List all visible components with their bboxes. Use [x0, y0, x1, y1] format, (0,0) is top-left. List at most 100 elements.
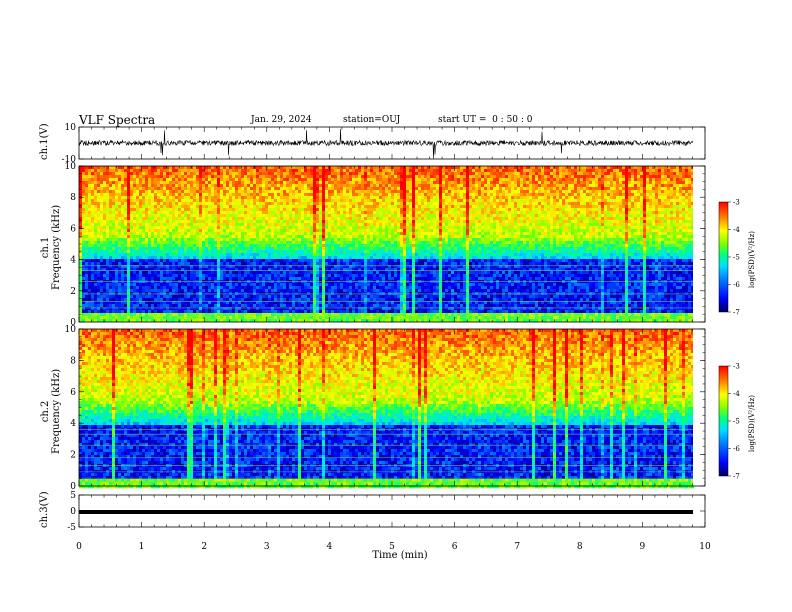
spectrogram-cell — [130, 226, 133, 229]
spectrogram-cell — [256, 208, 259, 211]
spectrogram-cell — [310, 247, 313, 250]
spectrogram-cell — [97, 211, 100, 214]
spectrogram-cell — [85, 259, 88, 262]
spectrogram-cell — [274, 295, 277, 298]
spectrogram-cell — [340, 265, 343, 268]
spectrogram-cell — [124, 217, 127, 220]
spectrogram-cell — [265, 241, 268, 244]
spectrogram-cell — [103, 253, 106, 256]
spectrogram-cell — [271, 271, 274, 274]
spectrogram-cell — [142, 208, 145, 211]
spectrogram-cell — [217, 271, 220, 274]
spectrogram-cell — [355, 262, 358, 265]
spectrogram-cell — [160, 181, 163, 184]
spectrogram-cell — [211, 286, 214, 289]
spectrogram-cell — [88, 277, 91, 280]
spectrogram-cell — [124, 265, 127, 268]
spectrogram-cell — [220, 298, 223, 301]
spectrogram-cell — [106, 181, 109, 184]
spectrogram-cell — [277, 217, 280, 220]
spectrogram-cell — [325, 211, 328, 214]
spectrogram-cell — [349, 244, 352, 247]
spectrogram-cell — [298, 229, 301, 232]
spectrogram-cell — [175, 304, 178, 307]
spectrogram-cell — [217, 289, 220, 292]
spectrogram-cell — [145, 217, 148, 220]
spectrogram-cell — [157, 187, 160, 190]
spectrogram-cell — [175, 247, 178, 250]
spectrogram-cell — [289, 313, 292, 316]
spectrogram-cell — [310, 202, 313, 205]
spectrogram-cell — [238, 202, 241, 205]
spectrogram-cell — [112, 217, 115, 220]
spectrogram-cell — [175, 244, 178, 247]
spectrogram-cell — [118, 211, 121, 214]
spectrogram-cell — [85, 286, 88, 289]
spectrogram-cell — [109, 190, 112, 193]
spectrogram-cell — [232, 229, 235, 232]
spectrogram-cell — [358, 295, 361, 298]
spectrogram-cell — [325, 274, 328, 277]
spectrogram-cell — [193, 253, 196, 256]
spectrogram-cell — [229, 202, 232, 205]
spectrogram-cell — [355, 304, 358, 307]
spectrogram-cell — [94, 169, 97, 172]
spectrogram-cell — [235, 277, 238, 280]
spectrogram-cell — [361, 217, 364, 220]
spectrogram-cell — [145, 277, 148, 280]
spectrogram-cell — [349, 259, 352, 262]
spectrogram-cell — [319, 271, 322, 274]
spectrogram-cell — [178, 304, 181, 307]
spectrogram-cell — [301, 214, 304, 217]
spectrogram-cell — [118, 304, 121, 307]
spectrogram-cell — [184, 190, 187, 193]
spectrogram-cell — [238, 181, 241, 184]
spectrogram-cell — [130, 265, 133, 268]
spectrogram-cell — [172, 241, 175, 244]
spectrogram-cell — [160, 316, 163, 319]
spectrogram-cell — [208, 271, 211, 274]
spectrogram-cell — [163, 220, 166, 223]
spectrogram-cell — [172, 286, 175, 289]
spectrogram-cell — [202, 220, 205, 223]
spectrogram-cell — [358, 259, 361, 262]
spectrogram-cell — [88, 274, 91, 277]
spectrogram-cell — [85, 193, 88, 196]
spectrogram-cell — [331, 310, 334, 313]
spectrogram-cell — [79, 253, 82, 256]
spectrogram-cell — [274, 217, 277, 220]
spectrogram-cell — [103, 208, 106, 211]
spectrogram-cell — [313, 271, 316, 274]
spectrogram-cell — [322, 283, 325, 286]
spectrogram-cell — [151, 253, 154, 256]
spectrogram-cell — [334, 208, 337, 211]
spectrogram-cell — [109, 178, 112, 181]
spectrogram-cell — [337, 214, 340, 217]
spectrogram-cell — [361, 181, 364, 184]
spectrogram-cell — [106, 202, 109, 205]
spectrogram-cell — [316, 205, 319, 208]
spectrogram-cell — [277, 265, 280, 268]
spectrogram-cell — [103, 283, 106, 286]
spectrogram-cell — [94, 286, 97, 289]
spectrogram-cell — [115, 304, 118, 307]
spectrogram-cell — [88, 238, 91, 241]
spectrogram-cell — [337, 232, 340, 235]
spectrogram-cell — [100, 229, 103, 232]
spectrogram-cell — [361, 316, 364, 319]
spectrogram-cell — [94, 259, 97, 262]
spectrogram-cell — [232, 256, 235, 259]
spectrogram-cell — [187, 277, 190, 280]
spectrogram-cell — [241, 271, 244, 274]
spectrogram-cell — [181, 262, 184, 265]
spectrogram-cell — [256, 256, 259, 259]
spectrogram-cell — [145, 313, 148, 316]
spectrogram-cell — [271, 295, 274, 298]
spectrogram-cell — [199, 178, 202, 181]
spectrogram-cell — [298, 220, 301, 223]
spectrogram-cell — [310, 184, 313, 187]
spectrogram-cell — [145, 271, 148, 274]
spectrogram-cell — [331, 178, 334, 181]
spectrogram-cell — [352, 226, 355, 229]
spectrogram-cell — [268, 262, 271, 265]
